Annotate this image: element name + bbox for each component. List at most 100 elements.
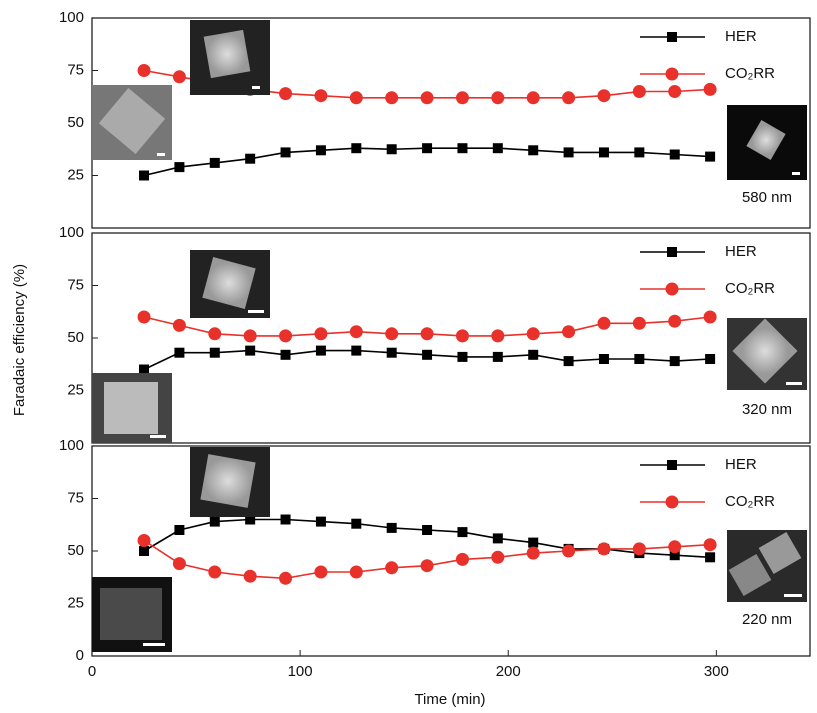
x-tick-label: 200 <box>496 663 521 680</box>
marker <box>668 85 682 98</box>
legend-label: HER <box>725 456 757 473</box>
marker <box>632 542 646 556</box>
y-tick-label: 50 <box>67 114 84 131</box>
marker <box>422 349 433 360</box>
legend-label: CO₂RR <box>725 280 775 297</box>
marker <box>703 538 717 552</box>
marker <box>243 329 257 343</box>
legend-marker <box>667 247 677 257</box>
marker <box>632 85 646 98</box>
marker <box>349 91 363 105</box>
y-tick-label: 25 <box>67 381 84 398</box>
marker <box>208 565 222 579</box>
marker <box>174 525 185 535</box>
marker <box>172 70 186 84</box>
marker <box>139 364 150 375</box>
marker <box>457 527 468 538</box>
micrograph <box>92 447 807 652</box>
legend-label: HER <box>725 243 757 260</box>
marker <box>280 514 291 525</box>
marker <box>386 347 397 358</box>
x-tick-label: 0 <box>88 663 96 680</box>
marker <box>669 550 680 561</box>
marker <box>669 356 680 367</box>
marker <box>245 345 256 356</box>
marker <box>386 144 397 155</box>
annotation: 220 nm <box>742 611 792 628</box>
y-tick-label: 25 <box>67 594 84 611</box>
marker <box>420 327 434 341</box>
marker <box>597 316 611 330</box>
y-tick-label: 50 <box>67 329 84 346</box>
marker <box>420 559 434 573</box>
micrograph <box>92 20 807 180</box>
marker <box>597 542 611 556</box>
marker <box>386 522 397 533</box>
marker <box>279 329 293 343</box>
marker <box>315 145 326 156</box>
marker <box>562 325 576 339</box>
marker <box>174 347 185 358</box>
y-tick-label: 50 <box>67 542 84 559</box>
marker <box>528 349 539 360</box>
marker <box>349 325 363 339</box>
marker <box>705 552 716 563</box>
y-tick-label: 75 <box>67 489 84 506</box>
marker <box>634 354 645 364</box>
marker <box>314 327 328 341</box>
legend-marker <box>665 67 679 81</box>
marker <box>455 329 469 343</box>
marker <box>491 550 505 564</box>
marker <box>349 565 363 579</box>
marker <box>209 516 220 527</box>
y-axis-label: Faradaic efficiency (%) <box>11 264 28 416</box>
marker <box>598 147 609 158</box>
marker <box>526 546 540 560</box>
marker <box>243 569 257 583</box>
marker <box>279 87 293 101</box>
marker <box>492 143 503 154</box>
marker <box>491 329 505 343</box>
marker <box>492 351 503 362</box>
marker <box>245 153 256 164</box>
legend-marker <box>667 460 677 470</box>
micrograph <box>92 250 807 443</box>
marker <box>385 327 399 341</box>
y-tick-label: 100 <box>59 437 84 454</box>
y-tick-label: 75 <box>67 276 84 293</box>
marker <box>315 345 326 356</box>
marker <box>137 64 151 77</box>
marker <box>526 327 540 341</box>
marker <box>314 89 328 103</box>
plot-layer: 25 50 75 100 HER CO₂RR 25 50 75 100 HER CO₂RR 0 25 50 7… <box>59 9 811 680</box>
marker <box>562 544 576 558</box>
marker <box>528 537 539 548</box>
marker <box>208 327 222 341</box>
y-tick-label: 25 <box>67 166 84 183</box>
marker <box>385 561 399 575</box>
y-tick-label: 100 <box>59 9 84 26</box>
y-tick-label: 100 <box>59 224 84 241</box>
marker <box>422 143 433 154</box>
marker <box>528 145 539 156</box>
marker <box>597 89 611 103</box>
legend-label: HER <box>725 28 757 45</box>
marker <box>632 316 646 330</box>
marker <box>563 356 574 367</box>
marker <box>280 147 291 158</box>
marker <box>172 557 186 571</box>
marker <box>351 143 362 154</box>
marker <box>491 91 505 105</box>
marker <box>245 514 256 525</box>
legend-marker <box>667 32 677 42</box>
legend-label: CO₂RR <box>725 493 775 510</box>
marker <box>705 151 716 162</box>
marker <box>563 147 574 158</box>
marker <box>139 546 150 556</box>
y-tick-label: 0 <box>76 647 84 664</box>
x-tick-label: 100 <box>288 663 313 680</box>
marker <box>174 162 185 173</box>
marker <box>351 345 362 356</box>
marker <box>668 314 682 328</box>
